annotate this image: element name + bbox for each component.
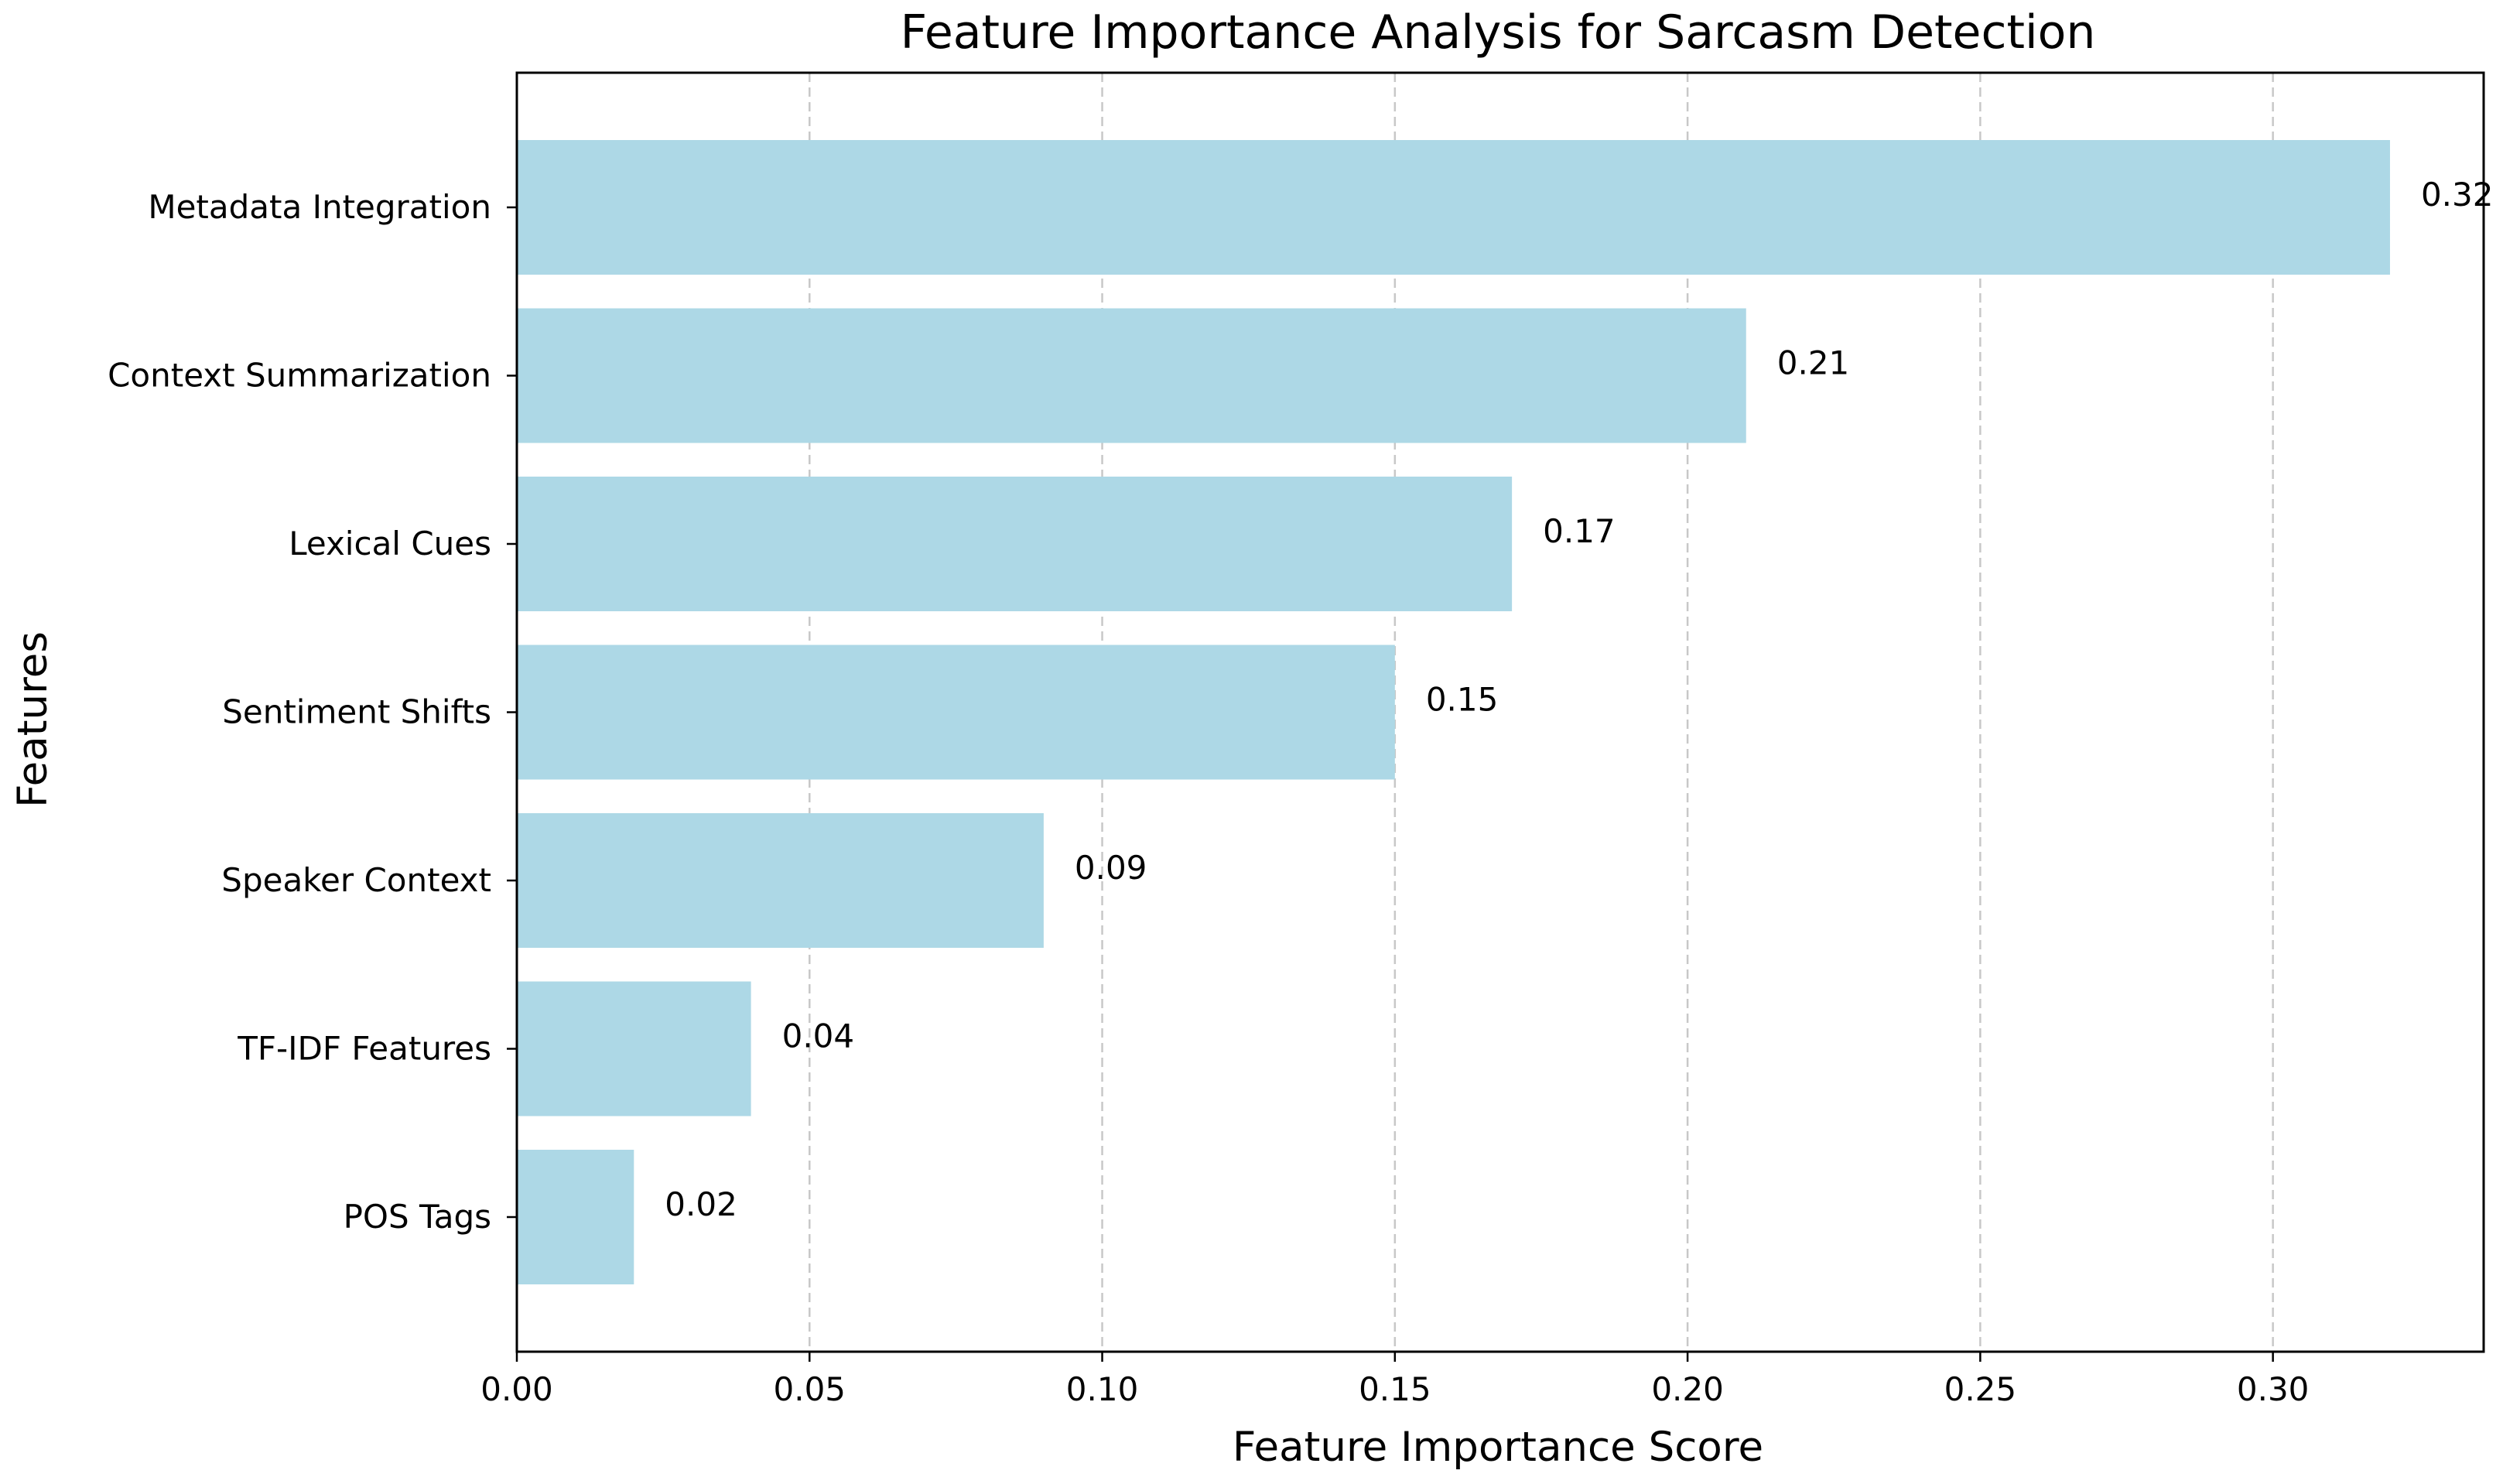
bar-value-label: 0.21 bbox=[1777, 344, 1850, 382]
x-tick-label: 0.30 bbox=[2237, 1370, 2310, 1408]
y-tick-label: Context Summarization bbox=[108, 357, 491, 395]
bar-value-label: 0.15 bbox=[1426, 681, 1499, 719]
bar bbox=[517, 813, 1044, 948]
x-axis-label: Feature Importance Score bbox=[1233, 1424, 1763, 1471]
value-labels: 0.32 0.21 0.17 0.15 0.09 0.04 0.02 bbox=[665, 176, 2493, 1223]
y-tick-label: Lexical Cues bbox=[289, 525, 491, 562]
x-axis-ticks: 0.00 0.05 0.10 0.15 0.20 0.25 0.30 bbox=[480, 1352, 2309, 1408]
bar bbox=[517, 645, 1395, 780]
y-tick-label: Speaker Context bbox=[221, 861, 491, 899]
y-tick-label: Metadata Integration bbox=[148, 188, 491, 226]
bar bbox=[517, 308, 1746, 443]
x-tick-label: 0.15 bbox=[1359, 1370, 1431, 1408]
y-tick-label: Sentiment Shifts bbox=[222, 693, 491, 731]
bar bbox=[517, 140, 2390, 275]
y-tick-label: POS Tags bbox=[344, 1198, 491, 1236]
x-tick-label: 0.10 bbox=[1066, 1370, 1139, 1408]
bar bbox=[517, 477, 1513, 611]
bar-value-label: 0.32 bbox=[2421, 176, 2494, 214]
x-tick-label: 0.05 bbox=[774, 1370, 846, 1408]
y-axis-label: Features bbox=[9, 631, 56, 808]
y-axis-ticks: Metadata Integration Context Summarizatio… bbox=[108, 188, 517, 1236]
bars bbox=[517, 140, 2390, 1284]
x-tick-label: 0.25 bbox=[1944, 1370, 2017, 1408]
x-tick-label: 0.00 bbox=[480, 1370, 553, 1408]
bar-value-label: 0.04 bbox=[782, 1017, 855, 1055]
bar-value-label: 0.17 bbox=[1543, 512, 1616, 550]
bar-value-label: 0.09 bbox=[1075, 849, 1147, 887]
y-tick-label: TF-IDF Features bbox=[237, 1030, 491, 1068]
chart-title: Feature Importance Analysis for Sarcasm … bbox=[901, 5, 2096, 60]
bar bbox=[517, 981, 751, 1116]
bar bbox=[517, 1150, 634, 1284]
bar-value-label: 0.02 bbox=[665, 1185, 737, 1223]
x-tick-label: 0.20 bbox=[1651, 1370, 1724, 1408]
